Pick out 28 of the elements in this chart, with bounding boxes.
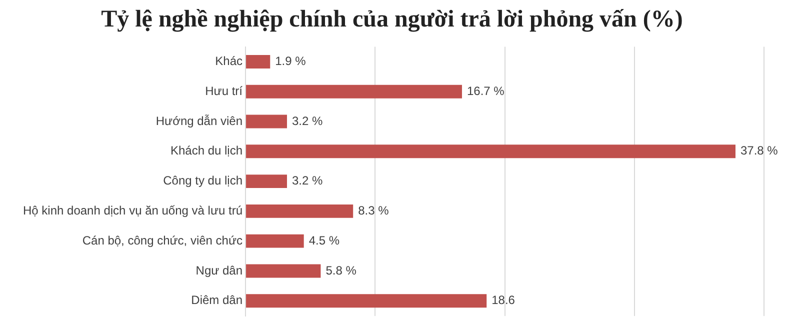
y-tick-label: Công ty du lịch — [163, 174, 243, 188]
chart-title: Tỷ lệ nghề nghiệp chính của người trả lời phỏng vấn (%) — [101, 6, 683, 33]
data-label: 37.8 % — [740, 144, 778, 158]
y-tick-label: Hướng dẫn viên — [156, 114, 243, 128]
y-tick-label: Diêm dân — [191, 293, 243, 308]
bar — [246, 174, 287, 188]
data-label: 16.7 % — [466, 84, 505, 98]
bar — [246, 264, 321, 278]
y-tick-label: Ngư dân — [196, 263, 243, 278]
bar — [246, 84, 462, 98]
y-tick-label: Hưu trí — [205, 84, 244, 98]
bar — [246, 204, 354, 218]
bar — [246, 234, 304, 248]
bar — [246, 294, 487, 308]
bar — [246, 55, 270, 68]
bar — [246, 114, 287, 128]
y-tick-label: Cán bộ, công chức, viên chức — [82, 233, 243, 248]
bar — [246, 144, 736, 158]
data-label: 1.9 % — [275, 54, 306, 68]
data-label: 8.3 % — [358, 204, 390, 218]
y-tick-label: Khác — [215, 54, 243, 68]
data-label: 3.2 % — [292, 174, 324, 188]
data-label: 5.8 % — [326, 263, 357, 278]
y-tick-label: Hộ kinh doanh dịch vụ ăn uống và lưu trú — [22, 204, 243, 218]
data-label: 18.6 — [492, 293, 516, 308]
y-tick-label: Khách du lịch — [170, 144, 243, 158]
data-label: 4.5 % — [308, 233, 340, 248]
data-label: 3.2 % — [292, 114, 324, 128]
